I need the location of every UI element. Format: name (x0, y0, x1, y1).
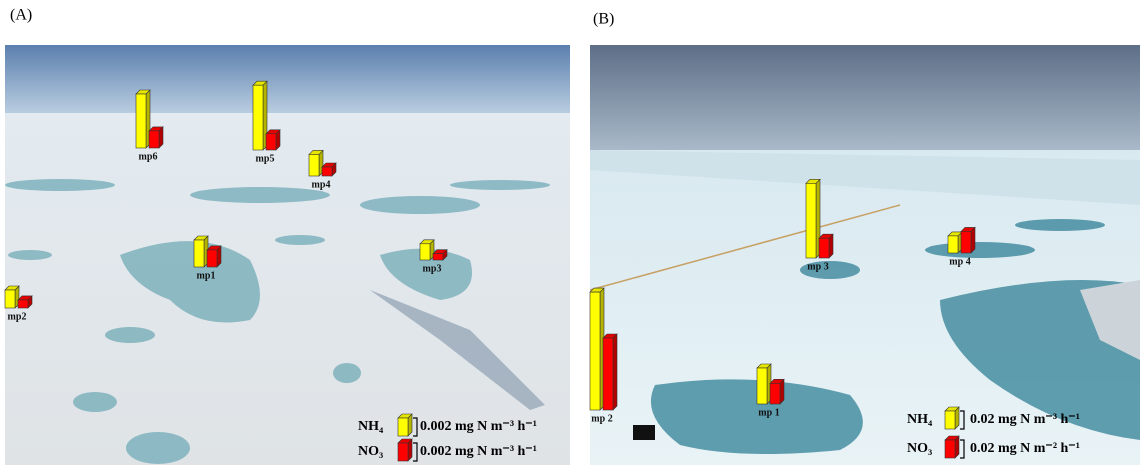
site-label: mp 2 (591, 413, 612, 424)
bar (420, 240, 434, 260)
bar (819, 234, 833, 258)
bar (18, 296, 32, 308)
bar-front (945, 411, 955, 429)
bar-front (433, 254, 443, 260)
photo-a (5, 45, 570, 465)
bar (266, 130, 280, 150)
legend-scale: 0.002 mg N m⁻³ h⁻¹ (420, 444, 537, 459)
legend-name: NH₄ (907, 412, 933, 427)
bar-side (613, 334, 617, 410)
bar-front (194, 240, 204, 267)
bar (433, 250, 447, 260)
bar-front (149, 131, 159, 148)
site-label: mp 4 (949, 256, 970, 267)
panel-label: (B) (593, 11, 614, 28)
bar (945, 407, 959, 429)
bar (398, 439, 412, 461)
bar-side (971, 227, 975, 253)
site-label: mp4 (312, 179, 331, 190)
site-label: mp2 (8, 311, 27, 322)
figure: (A) (B) mp6 mp5 mp4 mp1 mp3 mp2 NH₄ 0.002 mg N … (0, 0, 1140, 466)
legend-name: NH₄ (358, 419, 384, 434)
panel-label: (A) (10, 7, 32, 24)
site-label: mp3 (423, 263, 442, 274)
bar-front (253, 85, 263, 150)
bar-front (136, 94, 146, 148)
bar-front (207, 250, 217, 267)
bar (806, 179, 820, 258)
bar (136, 90, 150, 148)
site-label: mp1 (197, 270, 216, 281)
bar (961, 227, 975, 253)
bar (5, 286, 19, 308)
bar (757, 364, 771, 404)
legend-scale: 0.002 mg N m⁻³ h⁻¹ (420, 419, 537, 434)
bar (207, 246, 221, 267)
bar (590, 288, 604, 410)
bar-front (806, 183, 816, 258)
bar-front (322, 167, 332, 176)
bar-front (18, 300, 28, 308)
bar (194, 236, 208, 267)
legend-scale: 0.02 mg N m⁻² h⁻¹ (970, 441, 1080, 456)
bar-front (266, 134, 276, 150)
bar-front (5, 290, 15, 308)
site-label: mp6 (139, 151, 158, 162)
bar-front (398, 443, 408, 461)
bar-front (819, 238, 829, 258)
bar (770, 379, 784, 404)
bar (603, 334, 617, 410)
site-label: mp5 (256, 153, 275, 164)
bar-front (770, 383, 780, 404)
bar (948, 232, 962, 253)
bar (398, 414, 412, 436)
bar-front (945, 440, 955, 458)
bar-front (757, 368, 767, 404)
bar (322, 163, 336, 176)
bar-front (398, 418, 408, 436)
legend-scale: 0.02 mg N m⁻³ h⁻¹ (970, 412, 1080, 427)
legend-name: NO₃ (907, 441, 932, 456)
bar-front (961, 231, 971, 253)
bar-front (590, 292, 600, 410)
bar (253, 81, 267, 150)
site-label: mp 3 (807, 261, 828, 272)
legend-name: NO₃ (358, 444, 383, 459)
bar-front (420, 244, 430, 260)
bar (945, 436, 959, 458)
bar (309, 150, 323, 176)
photo-b (590, 45, 1140, 465)
site-label: mp 1 (758, 407, 779, 418)
bar-front (603, 338, 613, 410)
bar (149, 127, 163, 148)
bar-front (948, 236, 958, 253)
bar-front (309, 154, 319, 176)
